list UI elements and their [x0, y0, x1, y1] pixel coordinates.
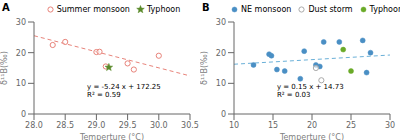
html-text:NE monsoon: NE monsoon [241, 4, 292, 14]
svg-text:30: 30 [216, 18, 226, 27]
svg-text:28.0: 28.0 [25, 121, 43, 130]
svg-text:30: 30 [385, 121, 392, 130]
svg-text:10: 10 [216, 79, 226, 88]
html-text:B: B [202, 2, 210, 13]
svg-text:29.5: 29.5 [119, 121, 137, 130]
svg-text:15: 15 [268, 121, 278, 130]
svg-text:29.0: 29.0 [87, 121, 105, 130]
svg-text:20: 20 [307, 121, 317, 130]
html-text:Typhoon: Typhoon [146, 4, 181, 14]
html-text:A: A [2, 2, 10, 13]
svg-text:δ¹¹B(‰): δ¹¹B(‰) [8, 51, 9, 85]
html-text:Dust storm: Dust storm [308, 4, 353, 14]
svg-text:25: 25 [346, 121, 356, 130]
svg-text:30.5: 30.5 [181, 121, 199, 130]
svg-text:Temperture (°C): Temperture (°C) [79, 133, 144, 140]
svg-text:y = 0.15 x + 14.73R² = 0.03: y = 0.15 x + 14.73R² = 0.03 [277, 83, 344, 99]
svg-text:20: 20 [16, 49, 26, 58]
svg-text:20: 20 [216, 49, 226, 58]
svg-text:10: 10 [16, 79, 26, 88]
svg-text:y = -5.24 x + 172.25R² = 0.59: y = -5.24 x + 172.25R² = 0.59 [87, 83, 161, 99]
svg-text:0: 0 [21, 110, 26, 119]
svg-text:0: 0 [221, 110, 226, 119]
svg-text:Temperture (°C): Temperture (°C) [279, 133, 344, 140]
svg-text:δ¹¹B(‰): δ¹¹B(‰) [200, 51, 209, 85]
svg-text:28.5: 28.5 [56, 121, 74, 130]
svg-text:30.0: 30.0 [150, 121, 168, 130]
svg-text:10: 10 [229, 121, 239, 130]
html-text:Summer monsoon: Summer monsoon [56, 4, 130, 14]
svg-text:30: 30 [16, 18, 26, 27]
